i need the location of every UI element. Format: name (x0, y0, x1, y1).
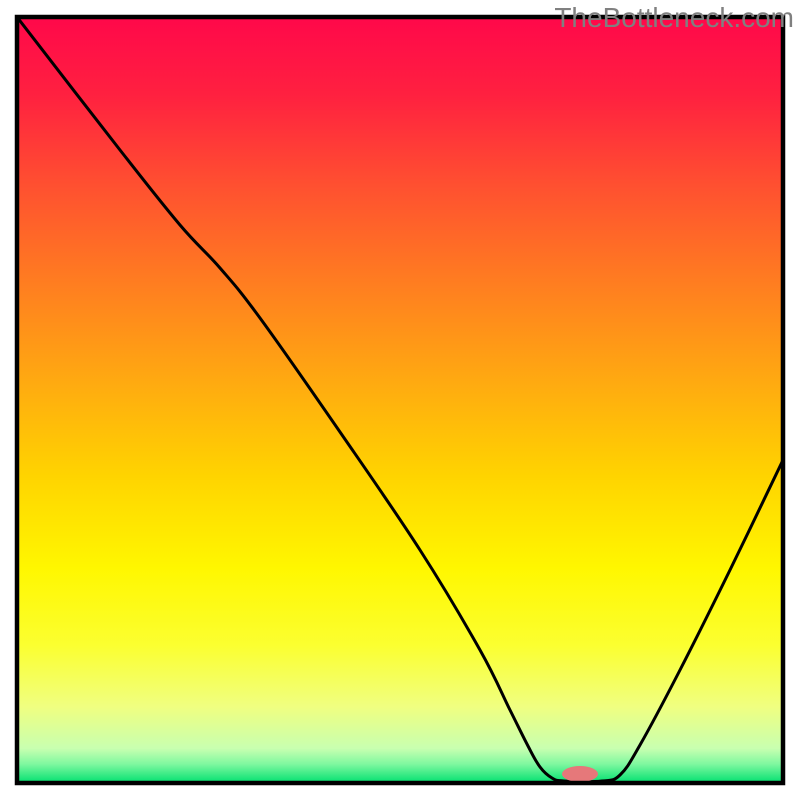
watermark-text: TheBottleneck.com (554, 2, 794, 34)
chart-container: TheBottleneck.com (0, 0, 800, 800)
bottleneck-chart (0, 0, 800, 800)
optimal-point-marker (562, 766, 598, 782)
gradient-background (17, 17, 783, 783)
